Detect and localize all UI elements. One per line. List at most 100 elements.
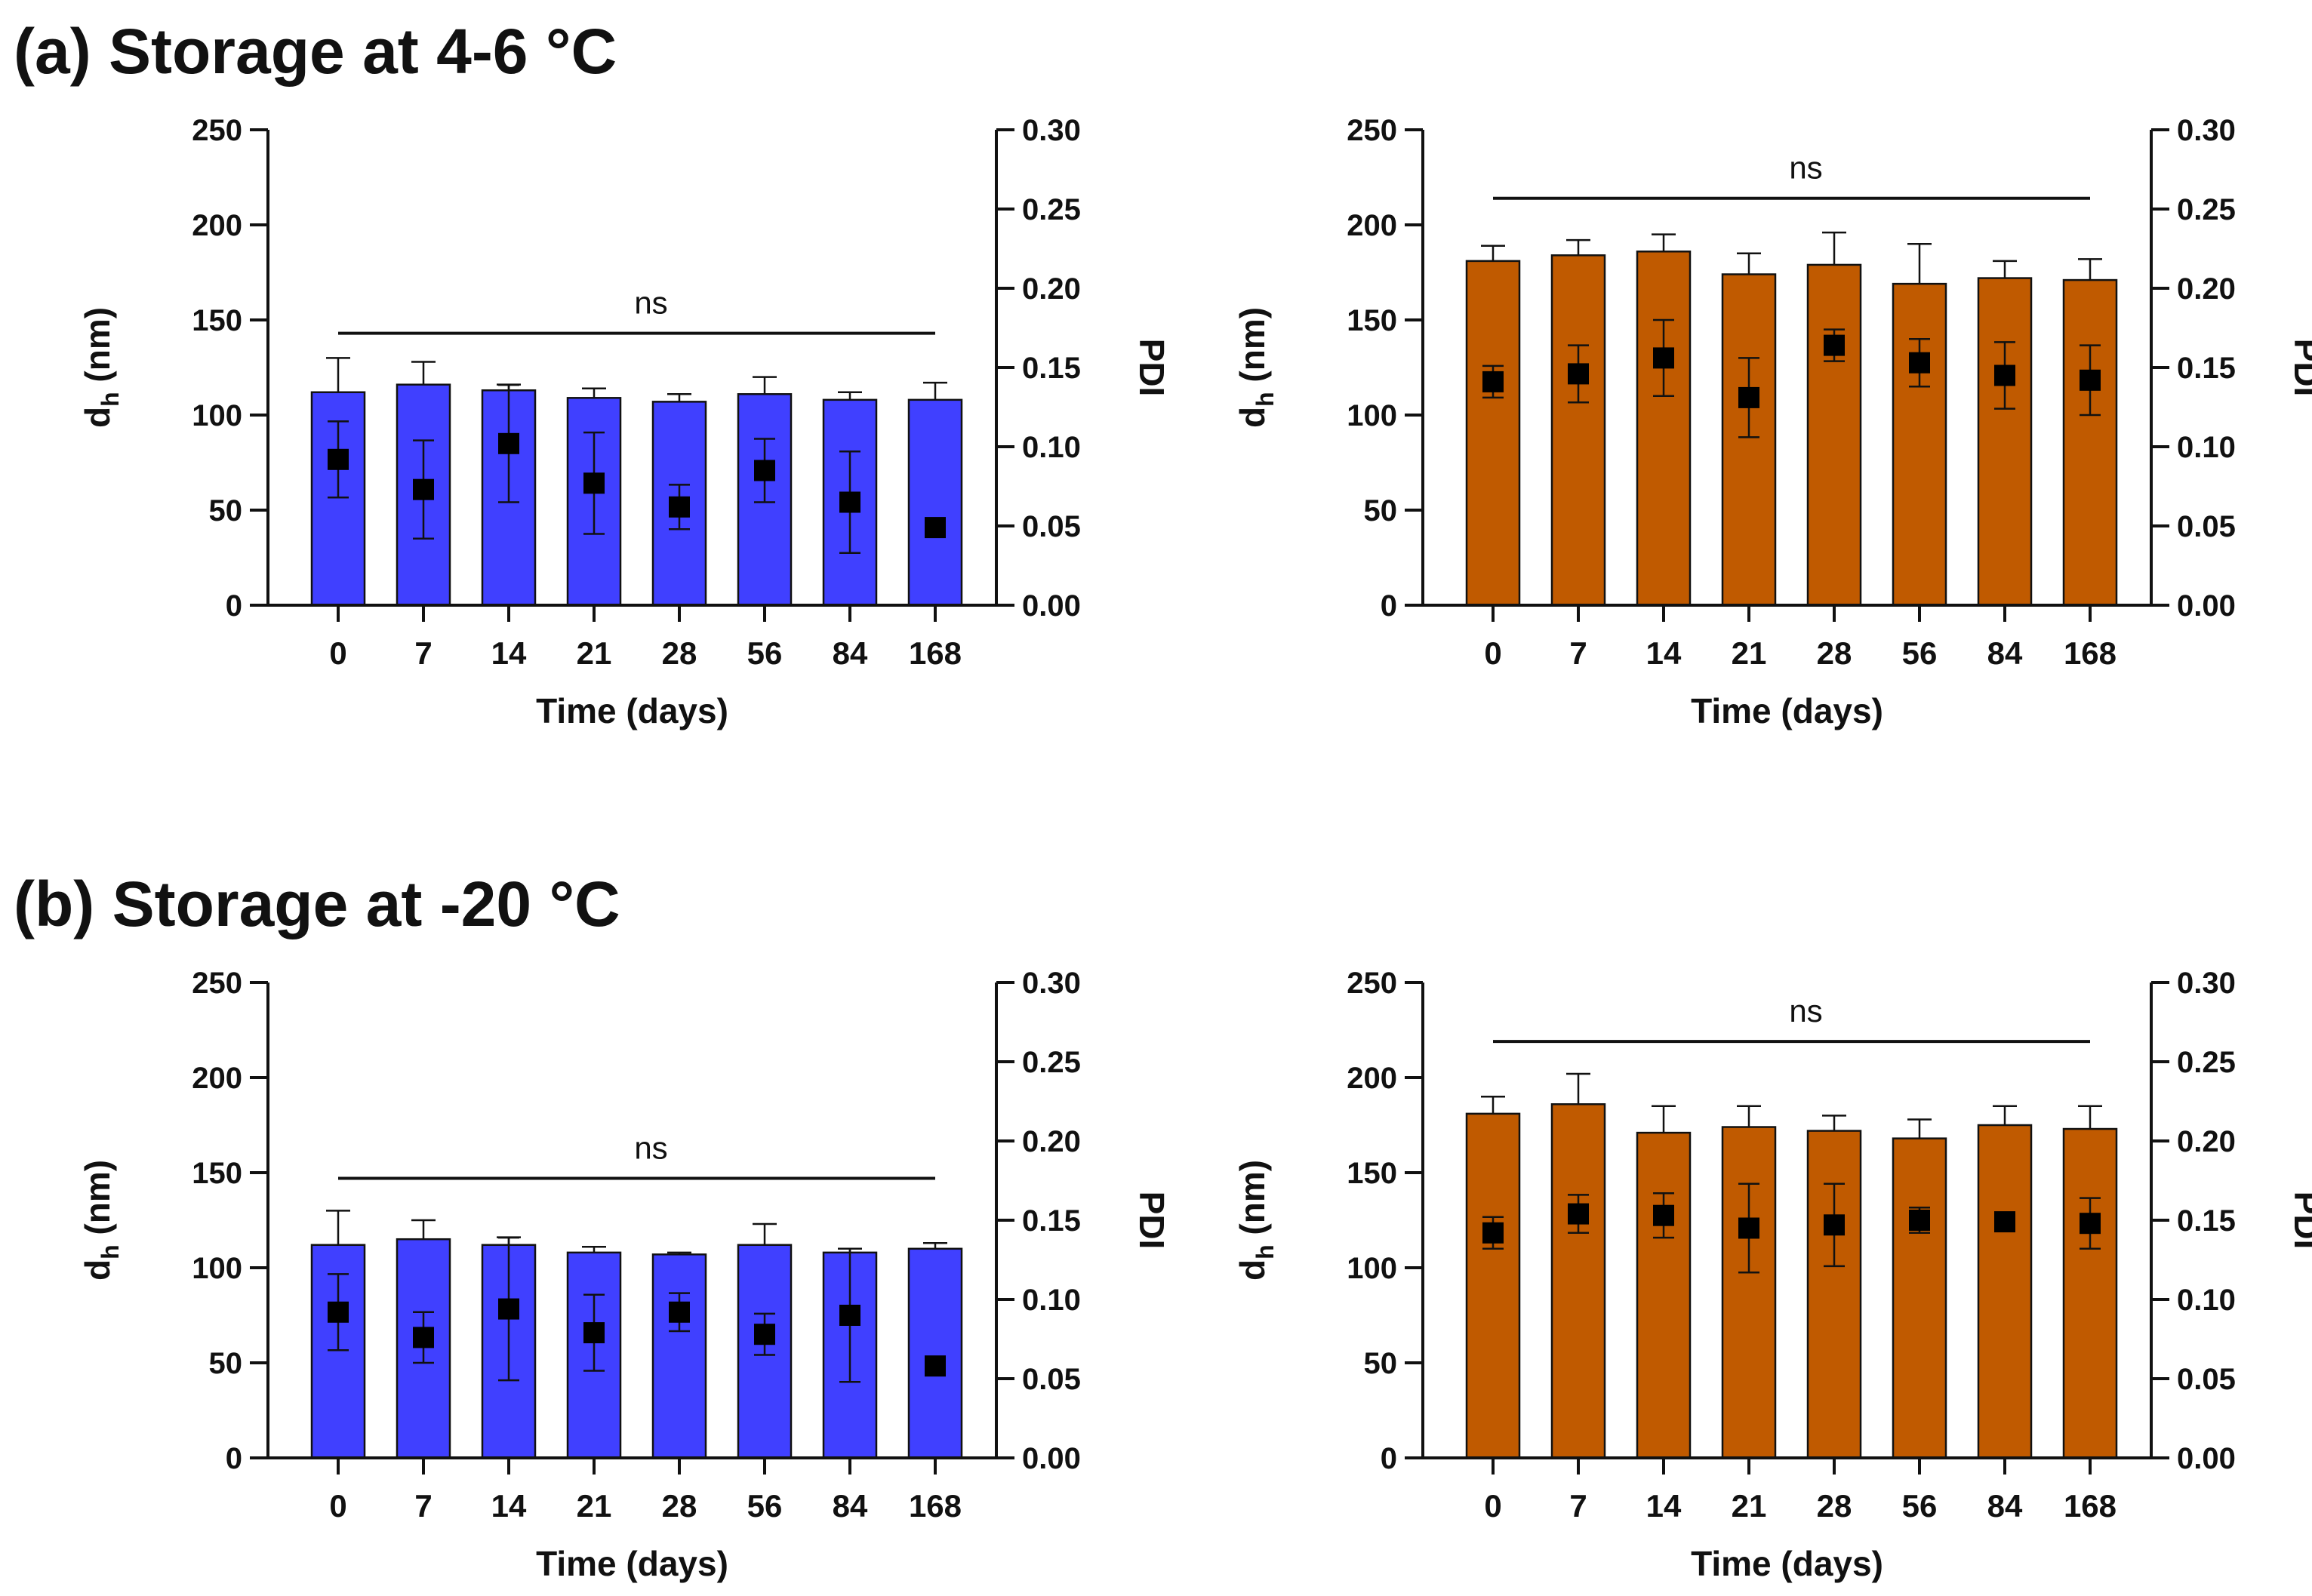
y2-tick-label-0.20: 0.20	[2177, 1125, 2236, 1158]
x-tick-label-7: 7	[414, 1488, 432, 1524]
y-tick-label-250: 250	[1347, 967, 1397, 1000]
chart-b-left: 0 50 100 150 200 250 0.00 0.05 0.10 0.15 0.20 0.25 0…	[78, 967, 1171, 1583]
bar-168	[2062, 278, 2118, 607]
significance-label: ns	[1789, 993, 1822, 1029]
y-axis-title: dh (nm)	[78, 307, 124, 428]
pdi-point-84	[839, 1305, 860, 1326]
y2-tick-label-0.20: 0.20	[2177, 272, 2236, 306]
panel-b-title: (b) Storage at -20 °C	[14, 869, 620, 939]
x-tick-label-84: 84	[1987, 635, 2023, 671]
y2-axis-title: PDI	[1132, 1192, 1171, 1250]
x-tick-label-28: 28	[1817, 1488, 1852, 1524]
significance-label: ns	[1789, 150, 1822, 186]
y-tick-label-0: 0	[1381, 1442, 1397, 1475]
y-tick-label-200: 200	[1347, 209, 1397, 242]
x-tick-label-28: 28	[662, 635, 697, 671]
y-axis-title-subscript: h	[97, 392, 124, 407]
bar-0	[1465, 260, 1521, 607]
y2-axis-title: PDI	[2287, 339, 2312, 397]
y2-axis-title: PDI	[2287, 1192, 2312, 1250]
x-tick-label-84: 84	[833, 635, 868, 671]
y-tick-label-200: 200	[192, 209, 242, 242]
bar-21	[1721, 273, 1777, 607]
pdi-point-7	[413, 478, 434, 500]
x-tick-label-56: 56	[1902, 635, 1938, 671]
y-tick-label-100: 100	[1347, 399, 1397, 432]
pdi-point-0	[328, 448, 349, 470]
pdi-point-28	[669, 1301, 690, 1323]
panel-a-title: (a) Storage at 4-6 °C	[14, 16, 617, 87]
pdi-point-0	[1482, 1222, 1504, 1244]
pdi-point-14	[498, 432, 519, 454]
pdi-point-7	[1568, 363, 1589, 385]
y2-tick-label-0.25: 0.25	[1022, 1046, 1081, 1079]
pdi-point-28	[669, 496, 690, 518]
y2-tick-label-0.30: 0.30	[2177, 967, 2236, 1000]
y-tick-label-250: 250	[192, 967, 242, 1000]
pdi-point-56	[1909, 352, 1930, 374]
pdi-point-21	[583, 472, 605, 494]
pdi-point-0	[328, 1301, 349, 1323]
bar-0	[1465, 1112, 1521, 1459]
y2-tick-label-0.30: 0.30	[1022, 967, 1081, 1000]
pdi-point-28	[1824, 334, 1845, 356]
y-axis-title: dh (nm)	[1233, 1160, 1279, 1281]
significance-label: ns	[634, 285, 667, 321]
y-axis-title-unit: (nm)	[78, 307, 117, 392]
y-tick-label-0: 0	[226, 589, 242, 623]
bar-56	[1892, 1137, 1947, 1459]
pdi-point-28	[1824, 1214, 1845, 1236]
x-tick-label-0: 0	[329, 635, 346, 671]
x-tick-label-7: 7	[414, 635, 432, 671]
y2-tick-label-0.10: 0.10	[1022, 1284, 1081, 1317]
y2-tick-label-0.00: 0.00	[2177, 589, 2236, 623]
x-tick-label-14: 14	[491, 635, 527, 671]
x-tick-label-7: 7	[1569, 1488, 1587, 1524]
bar-84	[1977, 1124, 2033, 1459]
y-tick-label-0: 0	[1381, 589, 1397, 623]
pdi-point-56	[754, 1324, 775, 1345]
y-tick-label-100: 100	[1347, 1252, 1397, 1285]
y2-axis-title: PDI	[1132, 339, 1171, 397]
bar-28	[1806, 1130, 1862, 1459]
pdi-point-14	[1653, 347, 1674, 369]
pdi-point-84	[839, 491, 860, 513]
y2-tick-label-0.10: 0.10	[1022, 431, 1081, 464]
y2-tick-label-0.30: 0.30	[1022, 114, 1081, 147]
bar-168	[907, 398, 963, 607]
pdi-point-168	[925, 517, 946, 539]
pdi-point-56	[754, 460, 775, 481]
x-tick-label-28: 28	[662, 1488, 697, 1524]
x-tick-label-84: 84	[1987, 1488, 2023, 1524]
y-axis-title-main: d	[1233, 1259, 1272, 1281]
y-axis-title-main: d	[78, 1259, 117, 1281]
y2-tick-label-0.05: 0.05	[2177, 510, 2236, 543]
y-tick-label-150: 150	[1347, 1157, 1397, 1190]
x-tick-label-168: 168	[909, 635, 962, 671]
y2-tick-label-0.15: 0.15	[2177, 1204, 2236, 1238]
y-axis-title-unit: (nm)	[1233, 307, 1272, 392]
y-axis-title-main: d	[78, 407, 117, 428]
y-axis-title-subscript: h	[1251, 392, 1279, 407]
bar-7	[1550, 254, 1606, 607]
y-tick-label-50: 50	[1364, 1347, 1398, 1380]
bar-14	[1636, 251, 1692, 607]
bar-28	[1806, 263, 1862, 607]
y-axis-title-unit: (nm)	[78, 1160, 117, 1244]
y-axis-title-unit: (nm)	[1233, 1160, 1272, 1244]
x-tick-label-56: 56	[1902, 1488, 1938, 1524]
y2-tick-label-0.05: 0.05	[1022, 510, 1081, 543]
chart-b-right: 0 50 100 150 200 250 0.00 0.05 0.10 0.15 0.20 0.25 0…	[1233, 967, 2312, 1583]
pdi-point-168	[925, 1355, 946, 1377]
y-tick-label-50: 50	[209, 1347, 243, 1380]
y2-tick-label-0.15: 0.15	[2177, 352, 2236, 385]
x-tick-label-21: 21	[577, 1488, 612, 1524]
bar-56	[1892, 282, 1947, 607]
pdi-point-21	[583, 1322, 605, 1344]
pdi-point-168	[2080, 1213, 2101, 1235]
x-axis-title: Time (days)	[536, 691, 728, 730]
y2-tick-label-0.30: 0.30	[2177, 114, 2236, 147]
y-tick-label-50: 50	[209, 494, 243, 527]
pdi-point-7	[1568, 1203, 1589, 1225]
pdi-point-21	[1738, 386, 1759, 408]
